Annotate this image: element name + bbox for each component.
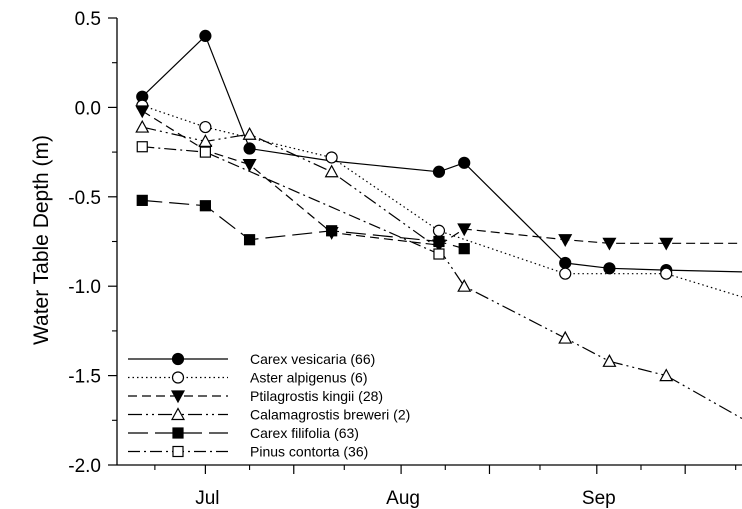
y-tick-label: -0.5 [68, 188, 101, 209]
series-1-point-6 [458, 156, 471, 169]
series-6-point-3 [433, 248, 445, 260]
series-4-point-8 [602, 354, 617, 367]
legend-marker [171, 352, 185, 366]
legend-marker [172, 445, 184, 458]
series-1-point-3 [243, 142, 256, 155]
series-5-point-6 [458, 243, 470, 255]
legend: Carex vesicaria (66) Aster alpigenus (6) P… [128, 351, 410, 460]
legend-item-1: Carex vesicaria (66) [128, 351, 375, 367]
series-line-2 [142, 105, 742, 298]
series-1-point-2 [199, 29, 212, 42]
legend-marker [172, 427, 184, 439]
x-tick-label: Jul [195, 488, 219, 509]
series-5-point-4 [326, 225, 338, 237]
y-tick-label: 0.5 [75, 9, 101, 30]
legend-item-3: Ptilagrostis kingii (28) [128, 388, 383, 404]
legend-label: Pinus contorta (36) [250, 444, 368, 460]
legend-marker [171, 371, 185, 384]
x-tick-label: Aug [386, 488, 420, 509]
series-line-6 [142, 146, 440, 255]
series-2-point-3 [325, 151, 338, 164]
series-4-point-6 [457, 278, 472, 292]
series-5-point-2 [199, 200, 211, 212]
series-6-point-2 [199, 146, 211, 158]
y-tick-label: -1.0 [68, 277, 101, 298]
series-line-1 [141, 34, 742, 273]
series-group [135, 29, 742, 420]
series-5-point-1 [136, 194, 148, 206]
series-3-point-7 [558, 234, 573, 247]
y-tick-label: 0.0 [75, 98, 101, 119]
series-1-point-8 [603, 262, 616, 275]
series-3-point-6 [457, 223, 472, 237]
series-2-point-5 [559, 267, 572, 280]
series-1-point-5 [432, 165, 446, 178]
series-4-point-1 [135, 119, 150, 133]
legend-marker [170, 407, 186, 421]
series-3-point-1 [135, 105, 150, 119]
series-6-point-1 [136, 141, 148, 153]
series-2-point-2 [199, 120, 212, 134]
series-2-point-4 [432, 224, 446, 237]
legend-label: Calamagrostis breweri (2) [250, 407, 410, 423]
legend-label: Carex filifolia (63) [250, 425, 359, 441]
series-4-point-9 [659, 368, 674, 382]
legend-item-6: Pinus contorta (36) [128, 444, 368, 460]
series-line-3 [141, 110, 742, 246]
series-4-point-7 [558, 330, 573, 344]
series-5-point-5 [433, 235, 445, 248]
plot-area [135, 29, 742, 420]
series-4-point-2 [198, 134, 213, 147]
legend-item-4: Calamagrostis breweri (2) [128, 407, 410, 423]
legend-label: Aster alpigenus (6) [250, 370, 368, 386]
series-2-point-6 [660, 267, 673, 280]
legend-marker [170, 390, 186, 404]
series-3-point-3 [242, 159, 257, 172]
legend-label: Ptilagrostis kingii (28) [250, 388, 383, 404]
series-3-point-8 [602, 237, 617, 251]
y-axis-title: Water Table Depth (m) [30, 135, 53, 345]
series-1-point-7 [559, 256, 572, 270]
legend-label: Carex vesicaria (66) [250, 351, 375, 367]
y-tick-label: -1.5 [68, 367, 101, 388]
legend-item-2: Aster alpigenus (6) [128, 370, 368, 386]
axes: 0.5 0.0 -0.5 -1.0 -1.5 -2.0 Jul Aug Sep [68, 9, 742, 509]
series-line-4 [142, 126, 742, 420]
legend-item-5: Carex filifolia (63) [128, 425, 359, 441]
series-3-point-9 [659, 237, 674, 251]
x-tick-label: Sep [582, 488, 616, 509]
y-tick-label: -2.0 [68, 456, 101, 477]
series-5-point-3 [243, 234, 256, 246]
series-4-point-4 [324, 164, 339, 178]
series-4-point-3 [242, 126, 257, 140]
series-line-5 [142, 199, 465, 250]
